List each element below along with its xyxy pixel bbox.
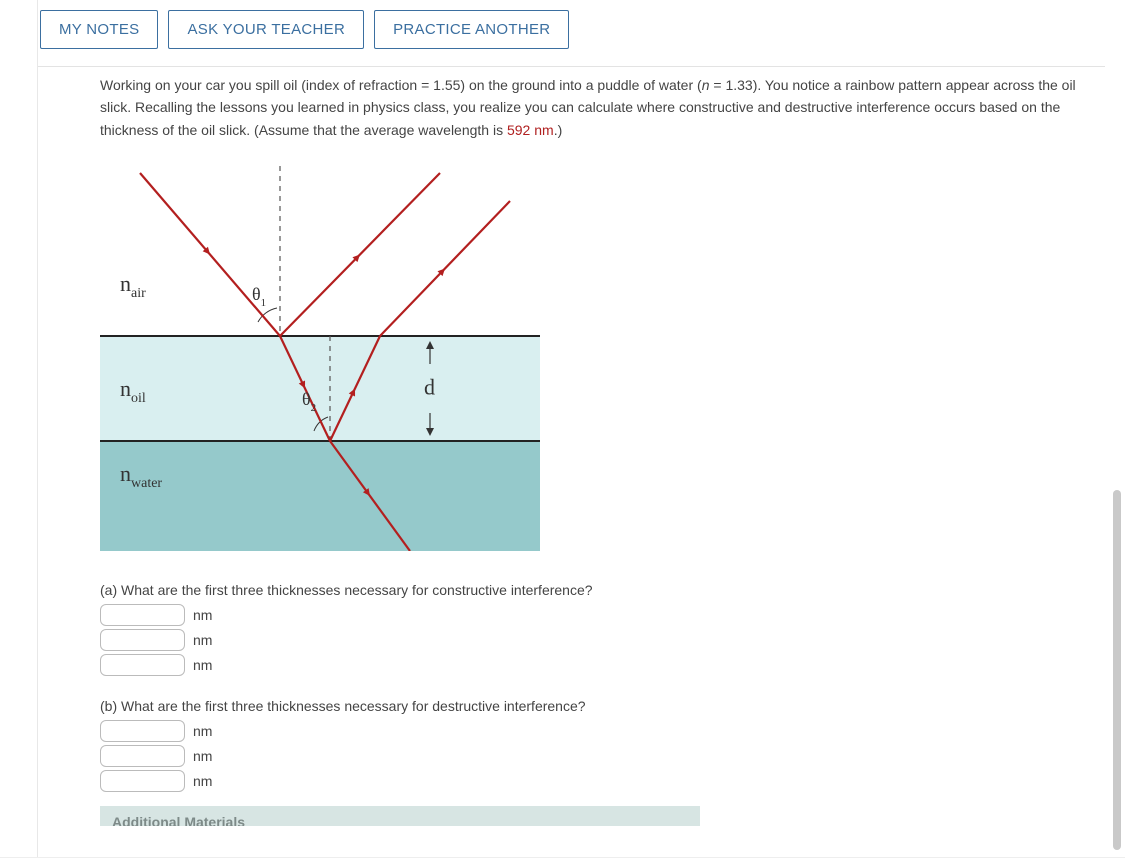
scrollbar-thumb[interactable] <box>1113 490 1121 850</box>
my-notes-button[interactable]: MY NOTES <box>40 10 158 49</box>
content-area: Working on your car you spill oil (index… <box>100 74 1095 826</box>
page: MY NOTES ASK YOUR TEACHER PRACTICE ANOTH… <box>0 0 1125 858</box>
part-b-answer-2-input[interactable] <box>100 745 185 767</box>
questions: (a) What are the first three thicknesses… <box>100 582 1095 826</box>
part-b-answer-3-input[interactable] <box>100 770 185 792</box>
wavelength-value: 592 <box>507 122 530 138</box>
problem-statement: Working on your car you spill oil (index… <box>100 74 1095 141</box>
left-rail <box>0 0 38 857</box>
unit-label: nm <box>193 632 212 648</box>
right-rail <box>1105 0 1125 857</box>
part-a-answer-3-row: nm <box>100 654 1095 676</box>
svg-text:nair: nair <box>120 271 146 301</box>
part-b-answer-3-row: nm <box>100 770 1095 792</box>
unit-label: nm <box>193 657 212 673</box>
problem-text-3: .) <box>554 122 563 138</box>
part-a-answer-1-input[interactable] <box>100 604 185 626</box>
part-a-answer-2-row: nm <box>100 629 1095 651</box>
part-b-answer-2-row: nm <box>100 745 1095 767</box>
part-a-prompt: (a) What are the first three thicknesses… <box>100 582 1095 598</box>
wavelength-unit: nm <box>530 122 553 138</box>
part-a-answer-3-input[interactable] <box>100 654 185 676</box>
unit-label: nm <box>193 748 212 764</box>
problem-text-1: Working on your car you spill oil (index… <box>100 77 702 93</box>
toolbar: MY NOTES ASK YOUR TEACHER PRACTICE ANOTH… <box>40 10 569 63</box>
part-a-answer-1-row: nm <box>100 604 1095 626</box>
unit-label: nm <box>193 607 212 623</box>
practice-another-button[interactable]: PRACTICE ANOTHER <box>374 10 569 49</box>
toolbar-divider <box>38 66 1105 67</box>
unit-label: nm <box>193 773 212 789</box>
diagram-svg: nairnoilnwaterθ1θ2d <box>100 161 540 551</box>
svg-text:d: d <box>424 375 435 400</box>
additional-materials-header[interactable]: Additional Materials <box>100 806 700 826</box>
part-b-prompt: (b) What are the first three thicknesses… <box>100 698 1095 714</box>
ask-your-teacher-button[interactable]: ASK YOUR TEACHER <box>168 10 364 49</box>
part-a-answer-2-input[interactable] <box>100 629 185 651</box>
thin-film-diagram: nairnoilnwaterθ1θ2d <box>100 161 540 554</box>
part-b-answer-1-row: nm <box>100 720 1095 742</box>
unit-label: nm <box>193 723 212 739</box>
part-b-answer-1-input[interactable] <box>100 720 185 742</box>
